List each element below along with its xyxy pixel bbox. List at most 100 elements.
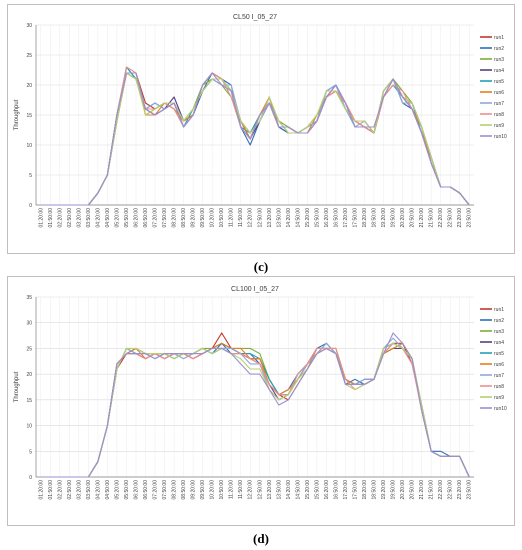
chart-c-xtick-label: 09:50:00 — [200, 208, 206, 228]
chart-d-xtick-label: 21:50:00 — [429, 480, 435, 500]
chart-c-legend-label-run7: run7 — [494, 101, 504, 107]
chart-d-xtick-label: 09:20:00 — [191, 480, 197, 500]
chart-d-ytick-label: 35 — [26, 295, 32, 301]
chart-d-ytick-label: 30 — [26, 321, 32, 327]
caption-d: (d) — [253, 531, 269, 546]
chart-d-xtick-label: 10:50:00 — [219, 480, 225, 500]
chart-d-series-line-run10 — [40, 332, 470, 478]
chart-c-ytick-label: 10 — [26, 143, 32, 149]
chart-c-xtick-label: 22:20:00 — [438, 208, 444, 228]
chart-d-xtick-label: 17:50:00 — [352, 480, 358, 500]
chart-c-ylabel: Throughput — [14, 99, 20, 130]
chart-c-xtick-label: 06:50:00 — [143, 208, 149, 228]
chart-c-series-line-run6 — [40, 72, 470, 206]
chart-d-legend-label-run6: run6 — [494, 362, 504, 368]
caption-c: (c) — [253, 259, 269, 274]
chart-d-xtick-label: 06:20:00 — [133, 480, 139, 500]
chart-c-xtick-label: 11:50:00 — [238, 208, 244, 227]
chart-d-xtick-label: 19:20:00 — [381, 480, 387, 500]
chart-d-svg: CL100 I_05_27 0 5 10 15 20 25 30 35 01:20:00 01:50… — [14, 286, 507, 500]
chart-c-series-line-run8 — [40, 66, 470, 206]
chart-d-xtick-label: 01:20:00 — [38, 480, 44, 500]
chart-c-xtick-label: 07:20:00 — [153, 208, 159, 228]
chart-c-title: CL50 I_05_27 — [233, 14, 277, 21]
chart-c-xtick-label: 01:50:00 — [48, 208, 54, 228]
chart-c-xtick-label: 02:50:00 — [67, 208, 73, 228]
chart-d-ytick-label: 0 — [29, 475, 32, 481]
chart-d-legend-label-run8: run8 — [494, 384, 504, 390]
chart-d-legend-label-run4: run4 — [494, 340, 504, 346]
chart-c-xtick-label: 03:50:00 — [86, 208, 92, 228]
chart-c-xtick-label: 02:20:00 — [57, 208, 63, 228]
chart-d-xtick-label: 04:50:00 — [105, 480, 111, 500]
chart-c-xtick-label: 06:20:00 — [133, 208, 139, 228]
chart-d-xtick-label: 11:20:00 — [229, 480, 235, 499]
chart-d-xtick-label: 12:20:00 — [248, 480, 254, 500]
chart-d-xtick-label: 16:20:00 — [324, 480, 330, 500]
chart-d-xtick-label: 22:20:00 — [438, 480, 444, 500]
chart-c-ytick-label: 0 — [29, 203, 32, 209]
chart-d-ytick-label: 15 — [26, 398, 32, 404]
chart-c-legend-label-run8: run8 — [494, 112, 504, 118]
chart-c-xtick-label: 04:20:00 — [95, 208, 101, 228]
chart-c-xtick-label: 17:50:00 — [352, 208, 358, 228]
chart-c-legend-label-run1: run1 — [494, 35, 504, 41]
chart-c-legend-label-run6: run6 — [494, 90, 504, 96]
chart-d-xtick-label: 13:20:00 — [267, 480, 273, 500]
chart-d-xtick-label: 13:50:00 — [276, 480, 282, 500]
chart-d-xtick-label: 23:20:00 — [457, 480, 463, 500]
chart-d-xtick-label: 06:50:00 — [143, 480, 149, 500]
chart-d-xtick-label: 16:50:00 — [333, 480, 339, 500]
chart-d-xtick-label: 21:20:00 — [419, 480, 425, 500]
chart-d-xtick-label: 05:50:00 — [124, 480, 130, 500]
chart-d-ytick-label: 10 — [26, 424, 32, 430]
chart-c-legend-label-run9: run9 — [494, 123, 504, 129]
chart-d-xtick-label: 22:50:00 — [448, 480, 454, 500]
chart-c-legend-label-run5: run5 — [494, 79, 504, 85]
chart-d-xtick-label: 04:20:00 — [95, 480, 101, 500]
chart-d-legend-label-run10: run10 — [494, 406, 507, 412]
chart-c-xtick-label: 13:20:00 — [267, 208, 273, 228]
chart-c-xtick-label: 10:20:00 — [210, 208, 216, 228]
chart-c-xtick-label: 09:20:00 — [191, 208, 197, 228]
chart-c-series-line-run10 — [40, 72, 470, 206]
chart-c-xtick-label: 04:50:00 — [105, 208, 111, 228]
chart-d-xtick-label: 14:50:00 — [295, 480, 301, 500]
chart-c-xtick-label: 16:20:00 — [324, 208, 330, 228]
chart-c-xtick-label: 15:50:00 — [314, 208, 320, 228]
chart-d-xtick-label: 10:20:00 — [210, 480, 216, 500]
chart-c-xtick-label: 14:50:00 — [295, 208, 301, 228]
chart-c-xtick-label: 08:20:00 — [172, 208, 178, 228]
chart-d-legend-label-run9: run9 — [494, 395, 504, 401]
chart-c-xtick-label: 13:50:00 — [276, 208, 282, 228]
chart-c-series-line-run7 — [40, 72, 470, 206]
chart-c-xtick-label: 20:20:00 — [400, 208, 406, 228]
chart-c-series-line-run5 — [40, 66, 470, 206]
chart-d-xtick-label: 03:20:00 — [76, 480, 82, 500]
chart-c-legend-label-run10: run10 — [494, 134, 507, 140]
chart-panel-c: CL50 I_05_27 0 5 10 15 20 25 30 01:20:00 01:50:00… — [7, 4, 515, 254]
chart-c-series-line-run1 — [40, 72, 470, 206]
chart-c-series-line-run2 — [40, 66, 470, 206]
chart-d-xtick-label: 18:50:00 — [372, 480, 378, 500]
chart-d-xtick-label: 03:50:00 — [86, 480, 92, 500]
chart-c-xtick-label: 21:20:00 — [419, 208, 425, 228]
chart-c-xtick-label: 11:20:00 — [229, 208, 235, 227]
chart-c-xtick-label: 18:50:00 — [372, 208, 378, 228]
chart-c-xtick-label: 12:50:00 — [257, 208, 263, 228]
chart-d-legend-label-run1: run1 — [494, 307, 504, 313]
chart-c-series-line-run4 — [40, 72, 470, 206]
chart-c-xtick-label: 08:50:00 — [181, 208, 187, 228]
chart-c-xtick-label: 03:20:00 — [76, 208, 82, 228]
chart-d-xtick-label: 01:50:00 — [48, 480, 54, 500]
chart-d-xtick-label: 08:50:00 — [181, 480, 187, 500]
chart-panel-d: CL100 I_05_27 0 5 10 15 20 25 30 35 01:20:00 01:50… — [7, 276, 515, 526]
chart-d-ytick-label: 25 — [26, 346, 32, 352]
chart-c-xtick-label: 18:20:00 — [362, 208, 368, 228]
chart-d-xtick-label: 15:20:00 — [305, 480, 311, 500]
chart-c-xtick-label: 19:20:00 — [381, 208, 387, 228]
chart-c-series-line-run9 — [40, 72, 470, 206]
chart-d-xtick-label: 23:50:00 — [467, 480, 473, 500]
chart-d-xtick-label: 19:50:00 — [391, 480, 397, 500]
chart-c-series-line-run3 — [40, 72, 470, 206]
